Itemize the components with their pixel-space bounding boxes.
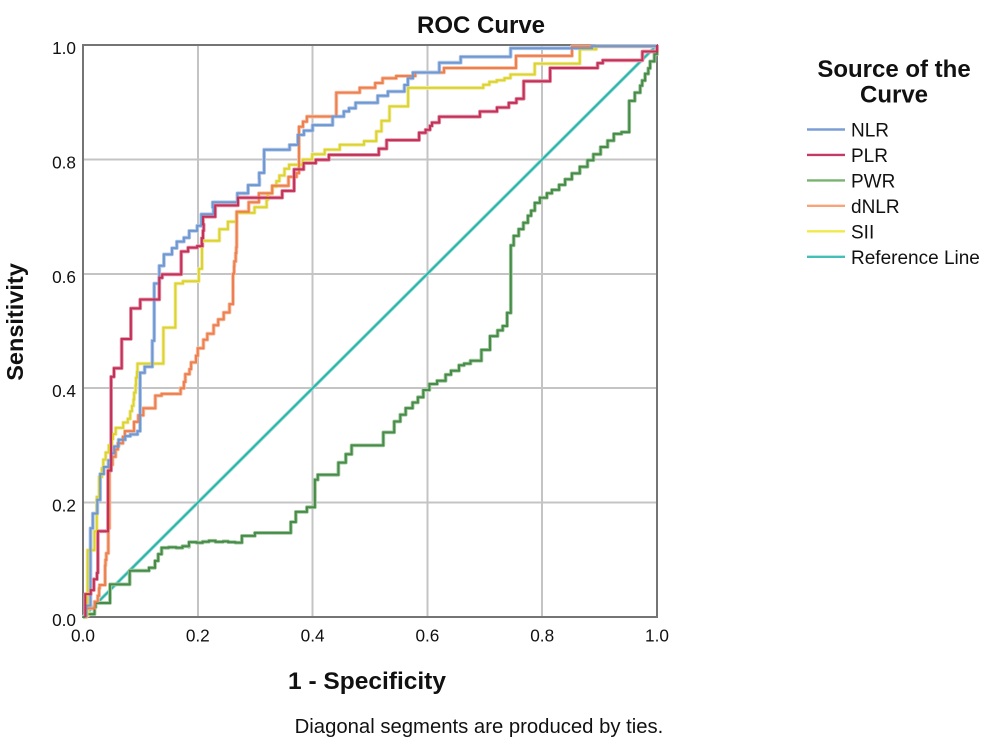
svg-text:0.4: 0.4 xyxy=(301,626,325,646)
svg-text:0.2: 0.2 xyxy=(186,626,210,646)
svg-text:NLR: NLR xyxy=(851,121,889,142)
svg-text:Source of the: Source of the xyxy=(817,56,970,83)
svg-text:0.0: 0.0 xyxy=(71,626,95,646)
svg-text:1 - Specificity: 1 - Specificity xyxy=(288,668,446,695)
svg-text:Curve: Curve xyxy=(860,82,928,109)
svg-text:0.8: 0.8 xyxy=(52,152,76,172)
svg-text:0.4: 0.4 xyxy=(52,381,76,401)
svg-text:0.2: 0.2 xyxy=(52,496,76,516)
svg-text:PLR: PLR xyxy=(851,146,888,167)
svg-text:0.8: 0.8 xyxy=(530,626,554,646)
svg-text:1.0: 1.0 xyxy=(52,38,76,58)
svg-text:0.6: 0.6 xyxy=(415,626,439,646)
svg-text:SII: SII xyxy=(851,222,874,243)
svg-text:0.0: 0.0 xyxy=(52,610,76,630)
svg-text:dNLR: dNLR xyxy=(851,197,900,218)
svg-text:Sensitivity: Sensitivity xyxy=(2,263,28,381)
svg-text:Reference Line: Reference Line xyxy=(851,248,980,269)
svg-text:0.6: 0.6 xyxy=(52,267,76,287)
svg-text:ROC Curve: ROC Curve xyxy=(417,12,545,39)
svg-text:1.0: 1.0 xyxy=(645,626,669,646)
svg-text:PWR: PWR xyxy=(851,171,895,192)
svg-text:Diagonal segments are produced: Diagonal segments are produced by ties. xyxy=(295,716,664,738)
